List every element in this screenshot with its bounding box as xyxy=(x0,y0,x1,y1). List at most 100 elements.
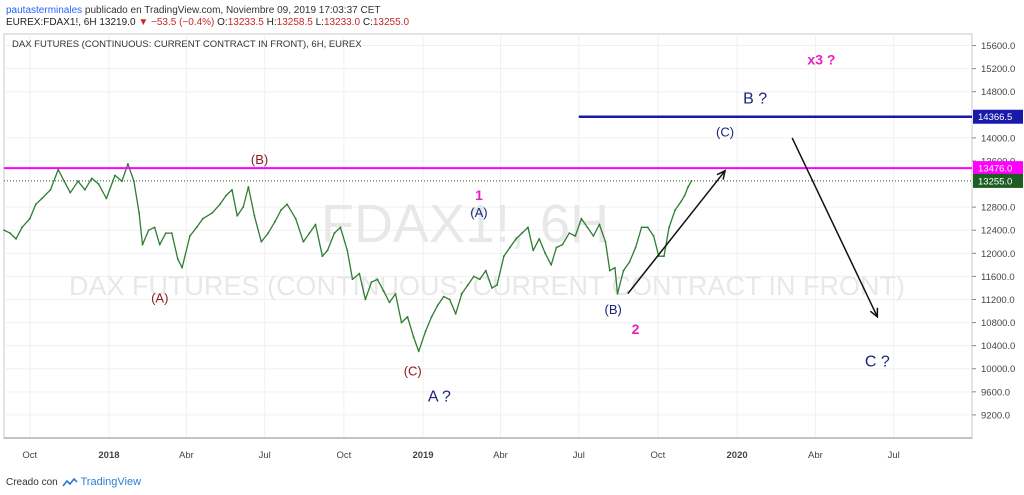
price-point xyxy=(141,243,144,246)
price-point xyxy=(430,315,433,318)
last-price: 13219.0 xyxy=(99,17,136,28)
price-point xyxy=(550,263,553,266)
open-label: O: xyxy=(217,17,228,28)
price-point xyxy=(97,183,100,185)
wave-label: (B) xyxy=(605,302,622,317)
price-point xyxy=(622,269,625,272)
price-point xyxy=(247,186,250,188)
price-point xyxy=(394,292,397,295)
price-point xyxy=(424,330,427,333)
price-label-text: 13476.0 xyxy=(978,164,1012,175)
price-point xyxy=(294,217,297,220)
wave-label: 1 xyxy=(475,187,483,203)
price-point xyxy=(490,287,493,289)
author-link[interactable]: pautasterminales xyxy=(6,5,83,16)
price-point xyxy=(267,232,270,235)
price-point xyxy=(364,298,367,301)
x-tick-label: 2019 xyxy=(412,450,433,461)
price-point xyxy=(604,240,607,243)
price-point xyxy=(40,197,43,200)
price-point xyxy=(400,321,403,324)
high-value: 13258.5 xyxy=(276,17,313,28)
y-tick-label: 14800.0 xyxy=(981,87,1015,98)
price-series-line xyxy=(3,163,693,353)
x-tick-label: Abr xyxy=(808,450,823,461)
price-point xyxy=(527,226,529,229)
price-point xyxy=(454,313,457,315)
wave-label: 2 xyxy=(632,321,640,337)
x-tick-label: Jul xyxy=(259,450,271,461)
x-tick-label: 2020 xyxy=(727,450,748,461)
price-point xyxy=(242,206,245,209)
high-label: H: xyxy=(266,17,277,28)
price-point xyxy=(436,304,439,307)
price-point xyxy=(663,255,665,258)
price-point xyxy=(211,212,214,214)
price-point xyxy=(568,232,571,235)
price-point xyxy=(668,226,671,229)
projection-arrow-line xyxy=(791,137,879,318)
price-point xyxy=(503,255,505,258)
price-point xyxy=(57,168,60,171)
price-point xyxy=(358,272,361,275)
price-point xyxy=(170,232,173,235)
close-value: 13255.0 xyxy=(372,17,410,28)
low-label: L: xyxy=(315,17,324,28)
price-point xyxy=(3,229,5,232)
price-point xyxy=(574,235,577,237)
price-point xyxy=(680,200,683,203)
low-value: 13233.0 xyxy=(323,17,361,28)
price-point xyxy=(616,292,619,295)
projection-arrow-line xyxy=(627,170,726,295)
price-point xyxy=(544,252,547,255)
price-point xyxy=(521,232,523,235)
price-point xyxy=(164,232,167,235)
x-tick-label: Jul xyxy=(573,450,585,461)
price-point xyxy=(640,226,643,229)
price-point xyxy=(442,295,445,298)
price-chart[interactable]: 15600.015200.014800.014000.013600.012800… xyxy=(0,30,1024,470)
price-label-box xyxy=(973,109,1023,124)
price-label-box xyxy=(973,173,1023,188)
price-point xyxy=(274,220,276,223)
down-arrow-icon: ▼ xyxy=(138,17,149,28)
x-tick-label: Jul xyxy=(888,450,900,461)
close-label: C: xyxy=(362,17,373,28)
chart-area[interactable]: 15600.015200.014800.014000.013600.012800… xyxy=(0,30,1024,470)
tradingview-brand[interactable]: TradingView xyxy=(80,476,142,488)
price-point xyxy=(561,243,564,246)
price-point xyxy=(608,269,611,272)
price-point xyxy=(509,246,511,249)
price-point xyxy=(21,226,23,229)
watermark-name: DAX FUTURES (CONTINUOUS: CURRENT CONTRAC… xyxy=(69,271,905,301)
price-point xyxy=(280,209,282,211)
price-point xyxy=(90,177,93,180)
price-point xyxy=(683,194,686,197)
y-tick-label: 14000.0 xyxy=(981,133,1015,144)
price-point xyxy=(628,261,631,263)
y-tick-label: 11200.0 xyxy=(981,295,1015,306)
wave-label: (A) xyxy=(470,205,487,220)
y-tick-label: 10800.0 xyxy=(981,318,1015,329)
watermark-symbol: FDAX1!, 6H xyxy=(321,194,609,254)
y-tick-label: 10400.0 xyxy=(981,341,1015,352)
wave-label: A ? xyxy=(428,389,451,406)
price-point xyxy=(646,226,649,229)
price-point xyxy=(496,284,498,286)
arrow-head-icon xyxy=(716,169,727,180)
price-point xyxy=(592,235,595,237)
price-point xyxy=(634,246,637,249)
y-tick-label: 11600.0 xyxy=(981,272,1015,283)
price-point xyxy=(614,266,616,269)
y-tick-label: 9200.0 xyxy=(981,410,1010,421)
price-point xyxy=(260,240,263,243)
price-point xyxy=(326,249,329,252)
price-point xyxy=(28,217,31,220)
price-point xyxy=(69,191,72,194)
y-tick-label: 9600.0 xyxy=(981,387,1010,398)
price-label-text: 14366.5 xyxy=(978,112,1012,123)
y-tick-label: 15200.0 xyxy=(981,64,1015,75)
price-point xyxy=(9,232,11,235)
price-point xyxy=(580,217,583,220)
price-point xyxy=(308,232,311,235)
